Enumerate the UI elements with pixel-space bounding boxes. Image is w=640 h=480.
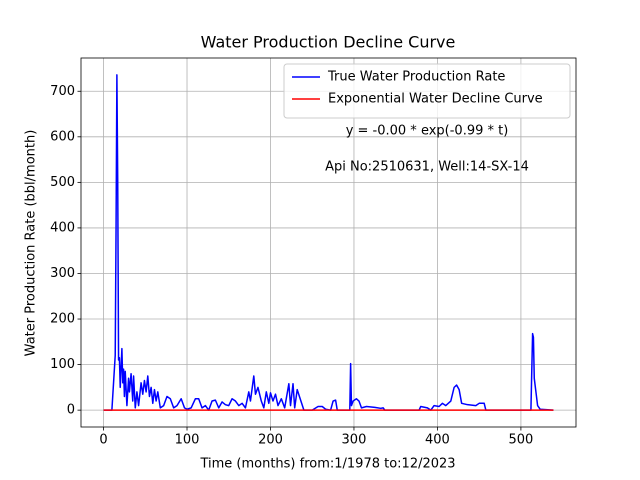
x-tick-label: 300 xyxy=(342,433,367,448)
x-tick-label: 0 xyxy=(99,433,107,448)
y-tick-label: 200 xyxy=(50,312,75,327)
chart-title: Water Production Decline Curve xyxy=(201,33,456,52)
x-tick-label: 500 xyxy=(508,433,533,448)
x-tick-label: 200 xyxy=(258,433,283,448)
y-tick-label: 0 xyxy=(67,403,75,418)
annotation: Api No:2510631, Well:14-SX-14 xyxy=(325,160,529,175)
x-axis-label: Time (months) from:1/1978 to:12/2023 xyxy=(199,457,455,472)
y-tick-label: 500 xyxy=(50,175,75,190)
x-tick-label: 100 xyxy=(175,433,200,448)
y-tick-label: 100 xyxy=(50,357,75,372)
y-tick-label: 600 xyxy=(50,129,75,144)
legend-label: True Water Production Rate xyxy=(327,70,505,85)
legend-box xyxy=(283,63,571,119)
annotation: y = -0.00 * exp(-0.99 * t) xyxy=(346,124,509,139)
x-tick-label: 400 xyxy=(425,433,450,448)
legend-label: Exponential Water Decline Curve xyxy=(328,92,543,107)
plot-frame xyxy=(80,57,577,428)
y-tick-label: 300 xyxy=(50,266,75,281)
y-axis-label: Water Production Rate (bbl/month) xyxy=(24,130,39,357)
data-line xyxy=(103,74,554,411)
y-tick-label: 700 xyxy=(50,84,75,99)
y-tick-label: 400 xyxy=(50,220,75,235)
